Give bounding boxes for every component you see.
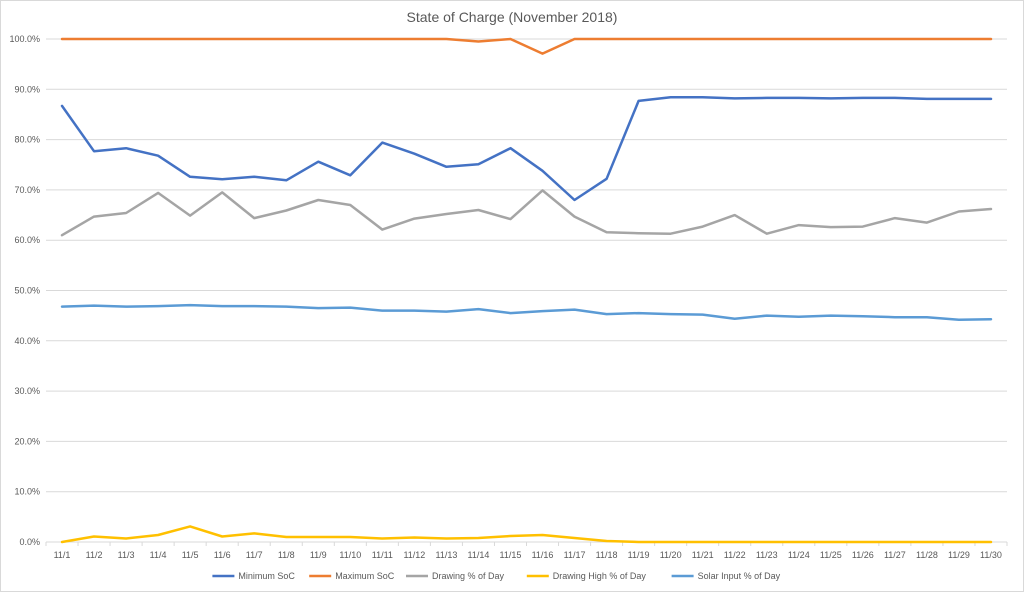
y-tick-label: 90.0% (14, 84, 40, 94)
x-tick-label: 11/7 (246, 550, 263, 560)
legend-label: Minimum SoC (238, 571, 295, 581)
y-tick-label: 20.0% (14, 436, 40, 446)
legend-item: Solar Input % of Day (671, 571, 781, 581)
y-tick-label: 30.0% (14, 386, 40, 396)
y-tick-label: 40.0% (14, 336, 40, 346)
x-tick-label: 11/6 (214, 550, 231, 560)
x-tick-label: 11/10 (339, 550, 361, 560)
x-tick-label: 11/23 (756, 550, 778, 560)
legend-item: Drawing High % of Day (526, 571, 647, 581)
legend-label: Drawing High % of Day (553, 571, 647, 581)
gridlines (46, 38, 1007, 543)
x-tick-label: 11/8 (278, 550, 295, 560)
x-tick-label: 11/30 (980, 550, 1002, 560)
series-line-minimum-soc (60, 96, 993, 202)
legend-label: Drawing % of Day (432, 571, 505, 581)
x-tick-label: 11/3 (118, 550, 135, 560)
x-tick-label: 11/25 (820, 550, 842, 560)
x-tick-label: 11/18 (596, 550, 618, 560)
x-tick-label: 11/24 (788, 550, 810, 560)
series-line-drawing-of-day (60, 189, 993, 237)
x-tick-label: 11/4 (150, 550, 167, 560)
y-tick-label: 80.0% (14, 135, 40, 145)
x-tick-label: 11/9 (310, 550, 327, 560)
y-tick-label: 100.0% (9, 34, 40, 44)
x-axis-ticks: 11/1 11/2 11/3 11/4 11/5 11/6 11/7 11/8 11/9 11/1… (45, 542, 1008, 560)
x-tick-label: 11/28 (916, 550, 938, 560)
x-tick-label: 11/27 (884, 550, 906, 560)
y-tick-label: 0.0% (19, 537, 40, 547)
x-tick-label: 11/13 (435, 550, 457, 560)
series-line-maximum-soc (60, 37, 993, 55)
legend-label: Solar Input % of Day (698, 571, 781, 581)
chart-title: State of Charge (November 2018) (406, 9, 618, 25)
x-tick-label: 11/22 (724, 550, 746, 560)
x-tick-label: 11/26 (852, 550, 874, 560)
y-tick-label: 10.0% (14, 487, 40, 497)
x-tick-label: 11/11 (372, 550, 393, 560)
x-tick-label: 11/16 (532, 550, 554, 560)
x-tick-label: 11/19 (628, 550, 650, 560)
series-line-drawing-high-of-day (60, 525, 993, 544)
x-tick-label: 11/12 (403, 550, 425, 560)
series-line-solar-input-of-day (60, 303, 993, 321)
legend-item: Maximum SoC (309, 571, 395, 581)
x-tick-label: 11/21 (692, 550, 714, 560)
y-tick-label: 60.0% (14, 235, 40, 245)
y-axis-ticks: 0.0% 10.0% 20.0% 30.0% 40.0% 50.0% 60.0% 70.0% 8… (9, 34, 40, 547)
x-tick-label: 11/2 (86, 550, 103, 560)
series-lines (60, 37, 993, 544)
legend: Minimum SoC Maximum SoC Drawing % of Day Dr… (212, 571, 781, 581)
x-tick-label: 11/29 (948, 550, 970, 560)
x-tick-label: 11/17 (564, 550, 586, 560)
y-tick-label: 70.0% (14, 185, 40, 195)
x-tick-label: 11/14 (468, 550, 490, 560)
x-tick-label: 11/15 (500, 550, 522, 560)
x-tick-label: 11/5 (182, 550, 199, 560)
legend-label: Maximum SoC (335, 571, 395, 581)
y-tick-label: 50.0% (14, 286, 40, 296)
legend-item: Minimum SoC (212, 571, 295, 581)
x-tick-label: 11/1 (54, 550, 71, 560)
legend-item: Drawing % of Day (406, 571, 505, 581)
x-tick-label: 11/20 (660, 550, 682, 560)
